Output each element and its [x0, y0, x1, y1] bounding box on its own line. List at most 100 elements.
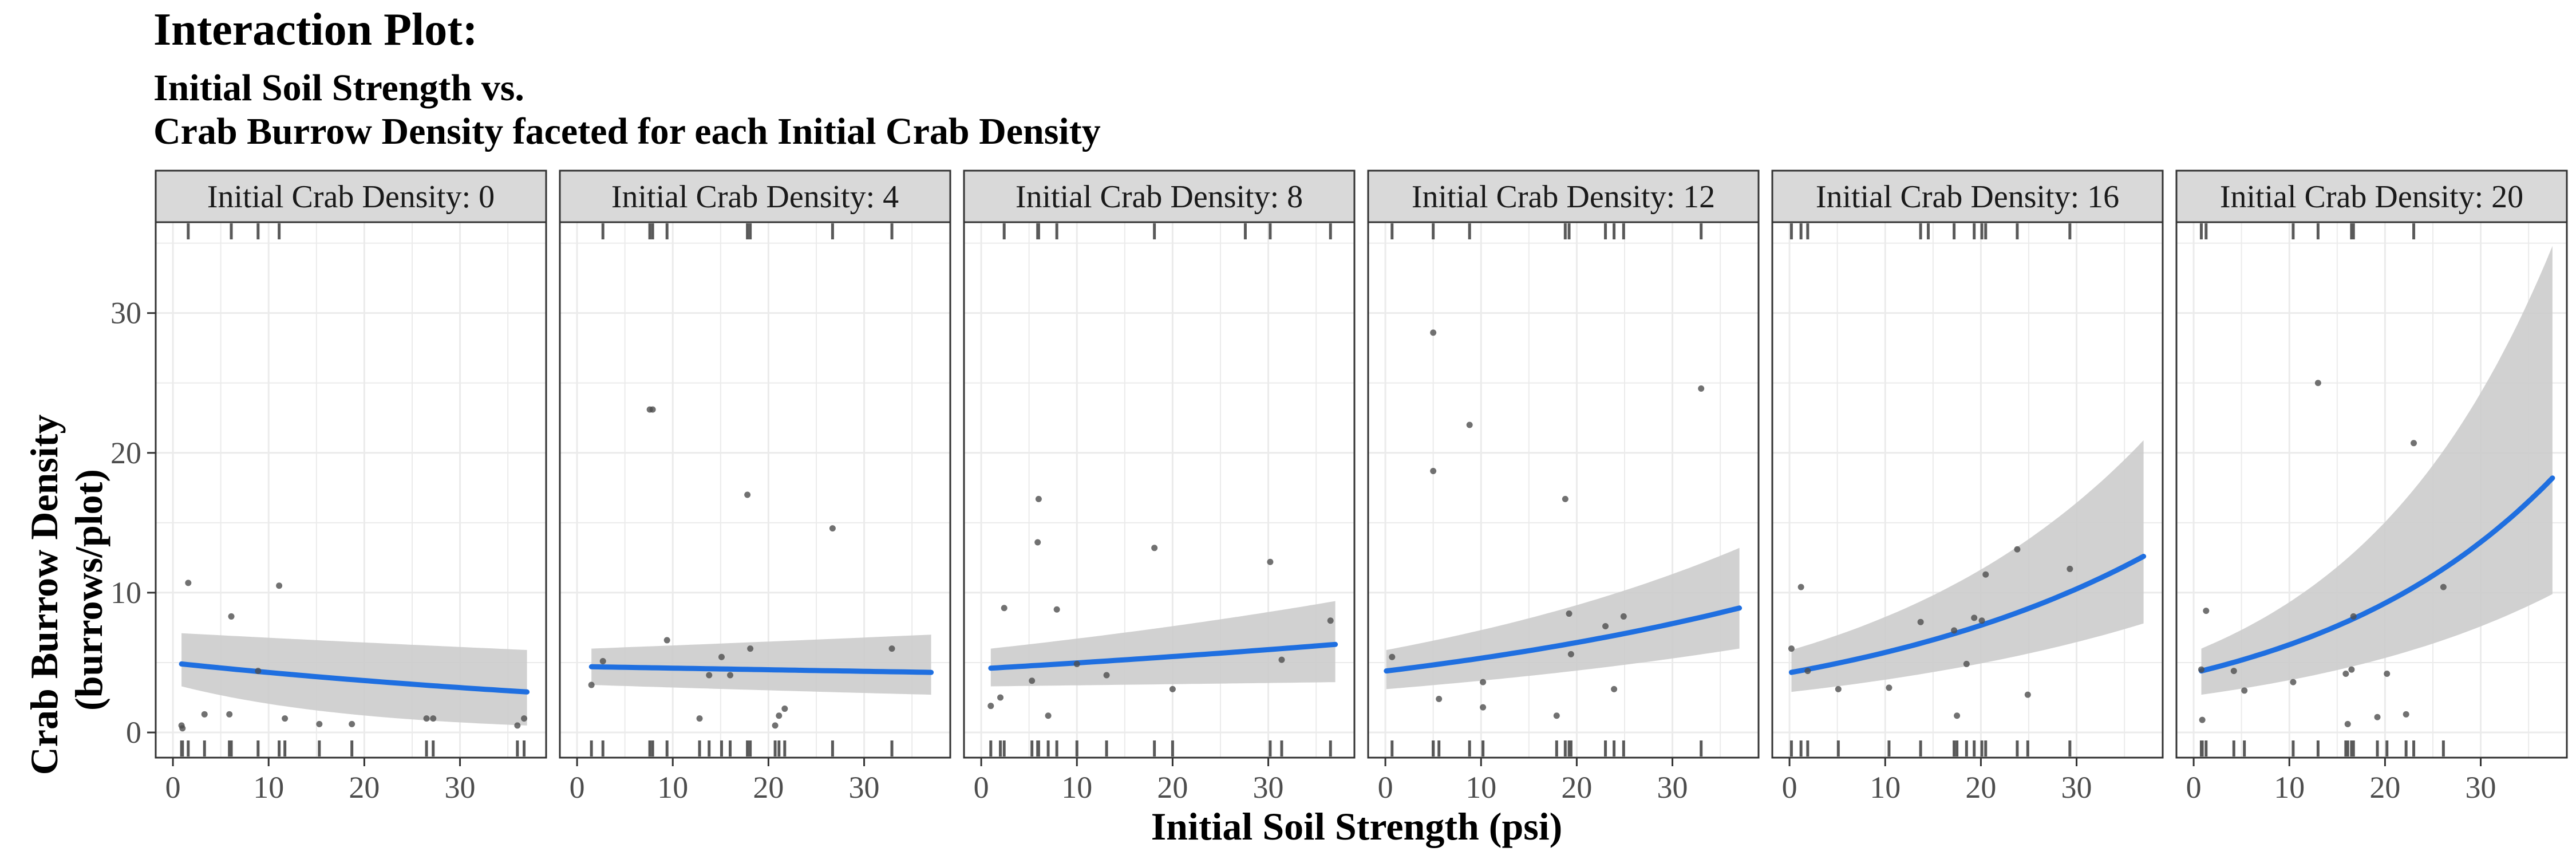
fit-line: [179, 661, 530, 695]
facet-strip-label: Initial Crab Density: 0: [207, 179, 495, 215]
panel-border: [963, 221, 1356, 759]
x-tick-label: 30: [2061, 770, 2092, 805]
data-point: [1797, 584, 1804, 590]
data-point: [1698, 385, 1705, 392]
fit-line: [1384, 605, 1743, 674]
x-tick-label: 10: [1465, 770, 1496, 805]
data-point: [1436, 695, 1443, 702]
data-point: [1886, 684, 1893, 691]
x-tick-label: 0: [570, 770, 585, 805]
data-point: [663, 637, 670, 644]
x-tick-label: 30: [849, 770, 880, 805]
fit-line: [588, 664, 934, 675]
y-axis-title-line-2: (burrows/plot): [67, 469, 110, 711]
data-point: [2014, 546, 2021, 553]
data-point: [1620, 613, 1627, 620]
data-point: [2067, 565, 2073, 572]
facet-strip-label: Initial Crab Density: 4: [611, 179, 899, 215]
confidence-band: [1791, 440, 2144, 692]
x-tick-label: 30: [1253, 770, 1284, 805]
y-tick-label: 10: [110, 576, 141, 610]
data-point: [521, 715, 528, 722]
x-tick-label: 10: [1061, 770, 1092, 805]
x-tick-label: 30: [1657, 770, 1688, 805]
data-point: [997, 694, 1004, 701]
panel-border: [2175, 221, 2568, 759]
data-point: [2374, 714, 2381, 720]
fit-line: [2199, 475, 2555, 674]
data-point: [2203, 608, 2210, 614]
x-tick-label: 20: [1561, 770, 1592, 805]
data-point: [1835, 685, 1842, 692]
data-point: [2314, 380, 2321, 387]
data-point: [1917, 618, 1924, 625]
data-point: [2384, 671, 2391, 677]
y-axis-title: Crab Burrow Density (burrows/plot): [22, 405, 110, 775]
data-point: [1978, 617, 1985, 624]
x-tick-label: 0: [2186, 770, 2202, 805]
data-point: [1553, 712, 1560, 719]
confidence-band: [990, 601, 1336, 687]
data-point: [2348, 666, 2355, 673]
x-tick-label: 0: [1378, 770, 1393, 805]
data-point: [1611, 685, 1618, 692]
data-point: [2403, 711, 2409, 718]
data-point: [1466, 421, 1473, 428]
data-point: [718, 653, 725, 660]
facet-strip-label: Initial Crab Density: 20: [2220, 179, 2523, 215]
data-point: [1053, 606, 1060, 613]
data-point: [829, 525, 836, 532]
data-point: [1389, 653, 1396, 660]
panel-border: [559, 221, 951, 759]
data-point: [744, 491, 751, 498]
facet-panel: Initial Crab Density: 20 0 10 20 30: [2175, 170, 2568, 805]
confidence-band: [591, 635, 931, 695]
data-point: [1963, 660, 1970, 667]
data-point: [1103, 672, 1110, 679]
data-point: [1804, 668, 1811, 675]
x-tick-label: 20: [349, 770, 380, 805]
facet-panel: Initial Crab Density: 16 0 10 20 30: [1771, 170, 2164, 805]
chart-subtitle-line-1: Initial Soil Strength vs.: [153, 67, 524, 109]
facet-panel: Initial Crab Density: 4 0 10 20 30: [559, 170, 951, 805]
data-point: [2411, 440, 2417, 447]
facet-strip-label: Initial Crab Density: 12: [1412, 179, 1715, 215]
data-point: [2230, 668, 2237, 675]
x-tick-label: 0: [1782, 770, 1797, 805]
data-point: [1430, 468, 1437, 475]
data-point: [1566, 610, 1573, 617]
data-point: [1034, 539, 1041, 546]
y-axis-title-line-1: Crab Burrow Density: [22, 415, 66, 775]
data-point: [772, 722, 779, 729]
data-point: [514, 722, 521, 729]
data-point: [2350, 613, 2357, 620]
facet-strip: [963, 170, 1356, 223]
data-point: [1327, 617, 1334, 624]
data-point: [1430, 329, 1437, 336]
x-axis-title: Initial Soil Strength (psi): [1151, 805, 1563, 848]
facet-strip: [1771, 170, 2164, 223]
x-tick-label: 10: [1870, 770, 1901, 805]
data-point: [1278, 656, 1285, 663]
data-point: [201, 711, 208, 718]
data-point: [1001, 605, 1008, 612]
x-tick-label: 0: [165, 770, 181, 805]
data-point: [776, 712, 783, 719]
data-point: [1567, 651, 1574, 657]
panel-border: [1367, 221, 1760, 759]
data-point: [727, 672, 734, 679]
facet-panel: Initial Crab Density: 12 0 10 20 30: [1367, 170, 1760, 805]
data-point: [588, 681, 595, 688]
y-tick-label: 0: [126, 715, 141, 750]
data-point: [1602, 623, 1609, 630]
data-point: [1480, 704, 1487, 711]
data-point: [2342, 671, 2349, 677]
data-point: [1954, 712, 1961, 719]
data-point: [282, 715, 289, 722]
facet-strip-label: Initial Crab Density: 8: [1016, 179, 1303, 215]
data-point: [1045, 712, 1052, 719]
data-point: [706, 672, 713, 679]
data-point: [255, 668, 262, 675]
data-point: [226, 711, 233, 718]
x-tick-label: 20: [2369, 770, 2400, 805]
